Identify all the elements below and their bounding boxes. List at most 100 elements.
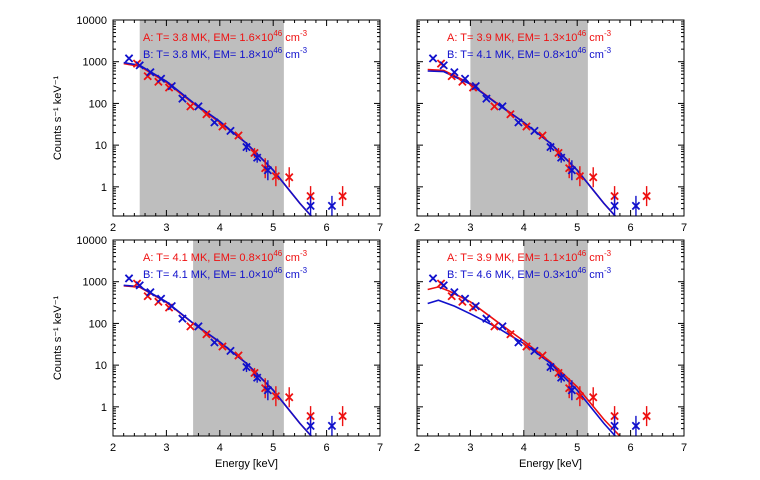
y-tick-label: 1000 xyxy=(83,57,107,69)
data-point xyxy=(143,291,152,301)
data-point xyxy=(306,195,315,216)
legend-entry-b: B: T= 4.1 MK, EM= 0.8×1046 cm-3 xyxy=(447,46,612,61)
data-point xyxy=(271,386,281,407)
plot-content xyxy=(427,54,651,216)
legend-exp: 46 xyxy=(273,266,282,275)
data-point xyxy=(588,387,598,408)
panel-bottom-right: 2 3 4 5 6 7 Energy [keV] A: T= 3.9 MK, EM= 1.1×… xyxy=(414,239,687,470)
x-ticks xyxy=(416,240,685,436)
marker-stroke xyxy=(428,274,438,283)
y-ticks xyxy=(113,239,380,437)
data-point xyxy=(522,122,531,131)
marker-stroke xyxy=(498,102,507,111)
plot-frame xyxy=(112,239,381,437)
legend-unit: cm xyxy=(282,32,300,44)
data-point xyxy=(167,301,176,311)
marker-stroke xyxy=(226,126,235,136)
legend-unit-exp: -3 xyxy=(604,249,612,258)
data-point xyxy=(428,274,438,283)
data-point xyxy=(460,74,470,84)
legend-entry-b: B: T= 4.1 MK, EM= 1.0×1046 cm-3 xyxy=(143,266,308,281)
legend-text: A: T= 4.1 MK, EM= 0.8×10 xyxy=(143,252,273,264)
data-point xyxy=(306,415,315,436)
x-tick-label: 5 xyxy=(574,222,580,234)
marker-stroke xyxy=(538,351,547,360)
x-tick-label: 3 xyxy=(163,222,169,234)
marker-stroke xyxy=(447,71,456,81)
data-point xyxy=(252,152,262,163)
x-tick-label: 7 xyxy=(681,442,687,454)
x-tick-label: 5 xyxy=(270,222,276,234)
data-point xyxy=(439,281,448,290)
data-point xyxy=(471,81,480,91)
data-point xyxy=(447,291,456,301)
data-point xyxy=(439,61,448,70)
x-tick-label: 2 xyxy=(414,222,420,234)
y-tick-label: 10 xyxy=(95,140,107,152)
x-tick-label: 4 xyxy=(217,222,223,234)
marker-stroke xyxy=(178,94,187,103)
marker-stroke xyxy=(439,61,448,70)
data-point xyxy=(538,351,547,360)
data-point xyxy=(167,81,176,91)
marker-stroke xyxy=(490,322,499,331)
x-tick-label: 2 xyxy=(110,222,116,234)
x-tick-label: 3 xyxy=(467,442,473,454)
marker-stroke xyxy=(428,54,438,63)
y-ticks xyxy=(417,239,684,437)
data-point xyxy=(146,287,155,297)
data-point xyxy=(202,330,211,339)
marker-stroke xyxy=(167,81,176,91)
data-point xyxy=(428,54,438,63)
data-point xyxy=(284,167,294,188)
model-line-b-model xyxy=(123,284,313,436)
data-point xyxy=(482,314,491,323)
data-point xyxy=(327,195,337,216)
y-ticks xyxy=(113,19,380,217)
marker-stroke xyxy=(471,81,480,91)
data-point xyxy=(642,186,651,207)
legend-exp: 46 xyxy=(577,46,586,55)
shaded-fit-range xyxy=(523,240,588,436)
data-point xyxy=(263,380,273,401)
data-point xyxy=(124,274,134,283)
data-point xyxy=(530,126,539,136)
data-point xyxy=(252,372,262,383)
data-point xyxy=(327,415,337,436)
data-point xyxy=(546,142,555,153)
data-point xyxy=(210,118,219,127)
data-point xyxy=(194,322,203,331)
legend-unit-exp: -3 xyxy=(300,266,308,275)
data-point xyxy=(482,94,491,103)
x-tick-label: 6 xyxy=(324,222,330,234)
legend-text: B: T= 3.8 MK, EM= 1.8×10 xyxy=(143,49,273,61)
marker-stroke xyxy=(218,342,227,351)
data-point xyxy=(490,102,499,111)
data-point xyxy=(610,195,619,216)
legend-entry-b: B: T= 3.8 MK, EM= 1.8×1046 cm-3 xyxy=(143,46,308,61)
data-point xyxy=(447,71,456,81)
y-axis-label: Counts s⁻¹ keV⁻¹ xyxy=(52,75,64,160)
data-point xyxy=(202,110,211,119)
marker-stroke xyxy=(482,94,491,103)
x-tick-label: 4 xyxy=(521,222,527,234)
marker-stroke xyxy=(522,342,531,351)
shaded-fit-range xyxy=(193,240,284,436)
data-point xyxy=(450,67,459,77)
marker-stroke xyxy=(450,287,459,297)
data-point xyxy=(210,338,219,347)
data-point xyxy=(506,330,515,339)
data-point xyxy=(186,322,195,331)
marker-stroke xyxy=(530,126,539,136)
shaded-fit-range xyxy=(470,20,588,216)
legend-exp: 46 xyxy=(273,249,282,258)
data-point xyxy=(263,160,273,181)
plot-frame xyxy=(416,239,685,437)
y-ticks xyxy=(417,19,684,217)
data-point xyxy=(460,294,470,304)
x-tick-label: 5 xyxy=(270,442,276,454)
legend-entry-b: B: T= 4.6 MK, EM= 0.3×1046 cm-3 xyxy=(447,266,612,281)
legend-unit: cm xyxy=(282,269,300,281)
legend-text: B: T= 4.1 MK, EM= 1.0×10 xyxy=(143,269,273,281)
marker-stroke xyxy=(124,274,134,283)
